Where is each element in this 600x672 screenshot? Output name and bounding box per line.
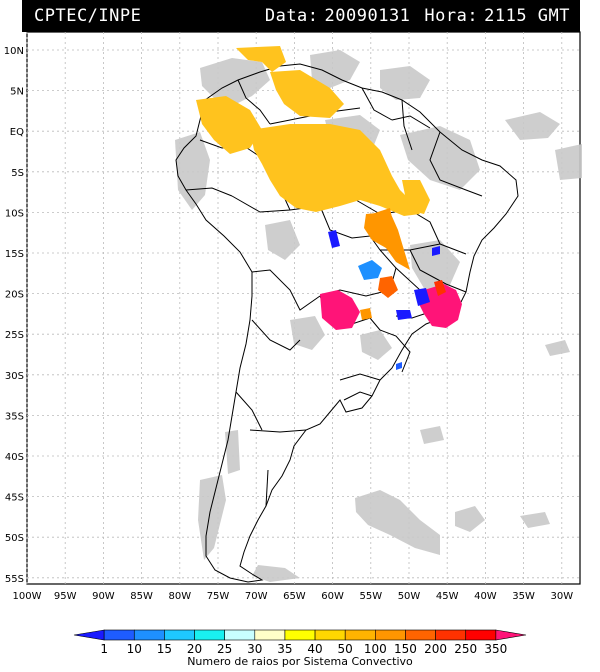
longitude-label: 70W bbox=[245, 591, 268, 602]
colorbar-tick-label: 10 bbox=[127, 642, 142, 656]
latitude-label: 25S bbox=[5, 330, 24, 341]
latitude-label: 35S bbox=[5, 411, 24, 422]
longitude-label: 65W bbox=[283, 591, 306, 602]
colorbar-tick-label: 40 bbox=[307, 642, 322, 656]
latitude-label: 30S bbox=[5, 371, 24, 382]
map-header: CPTEC/INPE Data: 20090131 Hora: 2115 GMT bbox=[22, 0, 580, 32]
longitude-label: 95W bbox=[54, 591, 77, 602]
longitude-label: 50W bbox=[398, 591, 421, 602]
colorbar-cell bbox=[405, 629, 436, 641]
longitude-label: 30W bbox=[550, 591, 573, 602]
colorbar-tick-label: 20 bbox=[187, 642, 202, 656]
latitude-label: 5S bbox=[11, 168, 24, 179]
longitude-label: 90W bbox=[92, 591, 115, 602]
colorbar-tick-label: 350 bbox=[484, 642, 507, 656]
longitude-label: 45W bbox=[436, 591, 459, 602]
date-label: Data: bbox=[264, 6, 319, 26]
longitude-label: 60W bbox=[321, 591, 344, 602]
colorbar-tick-label: 200 bbox=[424, 642, 447, 656]
longitude-labels: 100W 95W 90W 85W 80W 75W 70W 65W 60W 55W 50W 45W 40W… bbox=[13, 591, 574, 602]
colorbar-cell bbox=[73, 629, 105, 641]
colorbar-cell bbox=[164, 629, 195, 641]
latitude-label: 10S bbox=[5, 208, 24, 219]
colorbar-cell bbox=[254, 629, 286, 641]
colorbar-tick-label: 100 bbox=[364, 642, 387, 656]
longitude-label: 75W bbox=[207, 591, 230, 602]
south-america-coastline bbox=[175, 63, 519, 583]
time-label: Hora: bbox=[424, 6, 479, 26]
latitude-label: 40S bbox=[5, 452, 24, 463]
colorbar-cell bbox=[103, 629, 135, 641]
convective-systems-layer bbox=[196, 46, 462, 370]
latitude-label: 15S bbox=[5, 249, 24, 260]
longitude-label: 55W bbox=[359, 591, 382, 602]
source-label: CPTEC/INPE bbox=[34, 6, 142, 26]
latitude-label: 10N bbox=[4, 46, 24, 57]
latitude-label: 5N bbox=[10, 87, 24, 98]
colorbar-tick-label: 150 bbox=[394, 642, 417, 656]
colorbar-tick-label: 250 bbox=[454, 642, 477, 656]
colorbar-svg: 1 10 15 20 25 30 35 40 50 100 150 200 250 350 Numero … bbox=[73, 629, 527, 668]
longitude-label: 35W bbox=[512, 591, 535, 602]
colorbar-tick-label: 25 bbox=[217, 642, 232, 656]
country-borders bbox=[175, 63, 519, 583]
latitude-label: 45S bbox=[5, 493, 24, 504]
colorbar-tick-label: 30 bbox=[247, 642, 262, 656]
longitude-label: 40W bbox=[474, 591, 497, 602]
colorbar-cell bbox=[435, 629, 467, 641]
datetime-group: Data: 20090131 Hora: 2115 GMT bbox=[265, 6, 570, 26]
colorbar-title: Numero de raios por Sistema Convectivo bbox=[187, 655, 413, 668]
longitude-label: 100W bbox=[13, 591, 42, 602]
colorbar-tick-label: 50 bbox=[338, 642, 353, 656]
latitude-label: 20S bbox=[5, 290, 24, 301]
colorbar-tick-label: 1 bbox=[100, 642, 108, 656]
time-value: 2115 GMT bbox=[484, 6, 570, 26]
longitude-label: 80W bbox=[168, 591, 191, 602]
date-value: 20090131 bbox=[324, 6, 411, 26]
colorbar-tick-label: 35 bbox=[277, 642, 292, 656]
colorbar-cell bbox=[194, 629, 225, 641]
colorbar-cell bbox=[224, 629, 256, 641]
latitude-labels: 10N 5N EQ 5S 10S 15S 20S 25S 30S 35S 40S 45S 50S 55S bbox=[4, 46, 24, 585]
latitude-label: 55S bbox=[5, 574, 24, 585]
colorbar-cell bbox=[314, 629, 346, 641]
longitude-label: 85W bbox=[130, 591, 153, 602]
latitude-label: EQ bbox=[10, 127, 24, 138]
colorbar-cell bbox=[375, 629, 406, 641]
colorbar-cell bbox=[465, 629, 497, 641]
colorbar-cell bbox=[495, 629, 527, 641]
colorbar-cell bbox=[133, 629, 165, 641]
colorbar-legend: 1 10 15 20 25 30 35 40 50 100 150 200 250 350 Numero … bbox=[58, 628, 542, 668]
latitude-label: 50S bbox=[5, 533, 24, 544]
colorbar-cell bbox=[284, 629, 316, 641]
colorbar-tick-label: 15 bbox=[157, 642, 172, 656]
colorbar-cell bbox=[344, 629, 376, 641]
